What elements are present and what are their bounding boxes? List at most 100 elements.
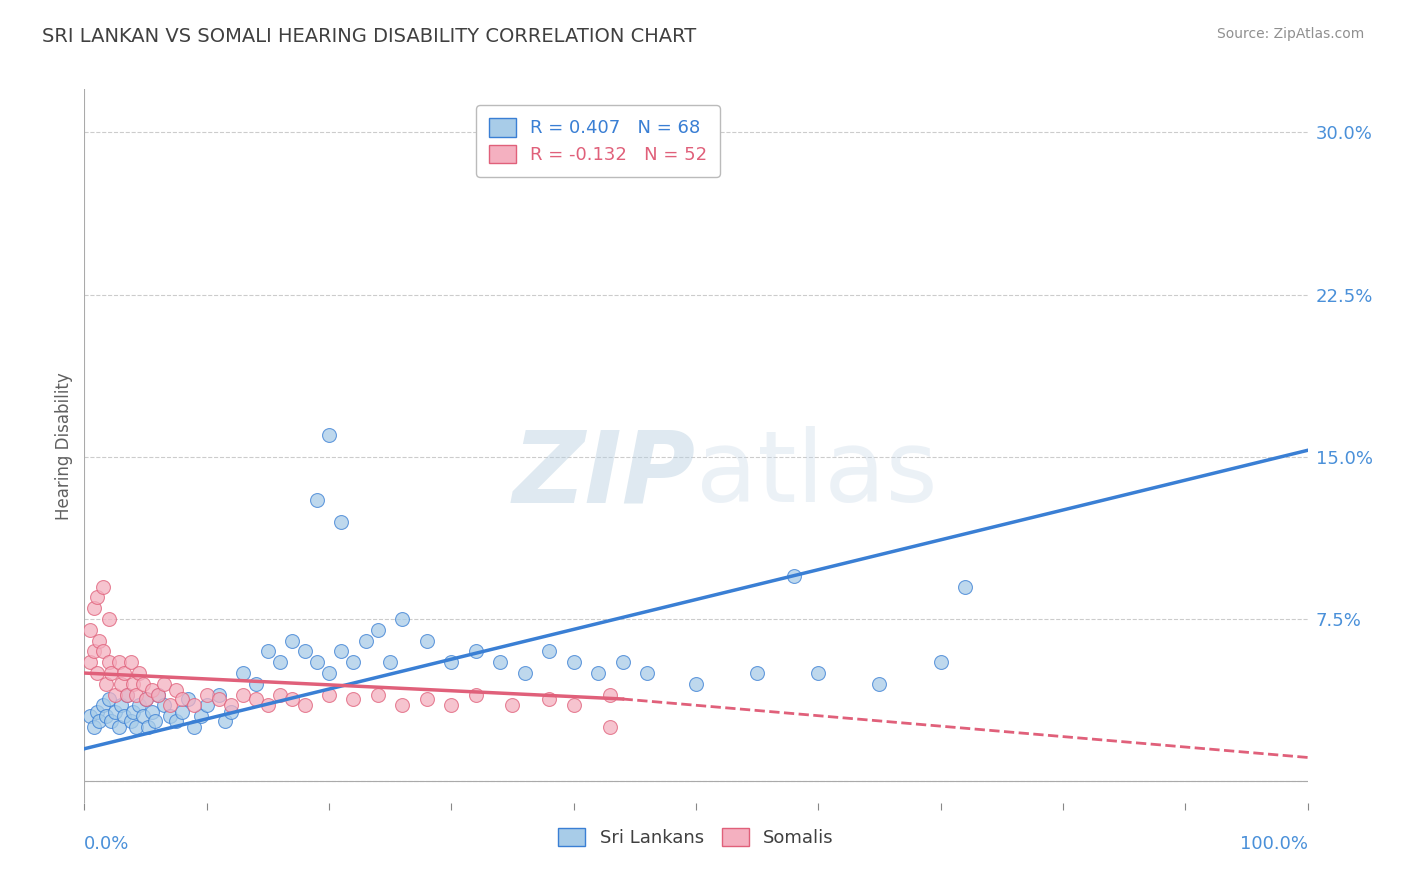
- Point: [96, 709, 118, 723]
- Point: [208, 692, 231, 706]
- Point: [953, 580, 976, 594]
- Point: [318, 666, 340, 681]
- Point: [562, 655, 585, 669]
- Point: [869, 677, 891, 691]
- Point: [195, 688, 218, 702]
- Point: [146, 688, 169, 702]
- Point: [79, 623, 101, 637]
- Point: [112, 666, 135, 681]
- Point: [783, 568, 806, 582]
- Point: [110, 677, 132, 691]
- Text: 100.0%: 100.0%: [1240, 835, 1308, 854]
- Point: [86, 705, 108, 719]
- Point: [128, 666, 150, 681]
- Point: [538, 644, 561, 658]
- Point: [257, 698, 280, 713]
- Point: [104, 705, 127, 719]
- Point: [122, 705, 145, 719]
- Point: [177, 692, 200, 706]
- Point: [146, 688, 169, 702]
- Point: [132, 677, 155, 691]
- Point: [305, 493, 328, 508]
- Point: [245, 677, 267, 691]
- Point: [100, 666, 122, 681]
- Point: [190, 709, 212, 723]
- Point: [599, 720, 621, 734]
- Point: [135, 692, 157, 706]
- Point: [599, 688, 621, 702]
- Point: [807, 666, 830, 681]
- Text: SRI LANKAN VS SOMALI HEARING DISABILITY CORRELATION CHART: SRI LANKAN VS SOMALI HEARING DISABILITY …: [42, 27, 696, 45]
- Point: [342, 655, 364, 669]
- Point: [165, 714, 187, 728]
- Point: [120, 655, 142, 669]
- Point: [87, 633, 110, 648]
- Point: [612, 655, 634, 669]
- Point: [208, 688, 231, 702]
- Point: [281, 633, 304, 648]
- Point: [125, 688, 148, 702]
- Point: [141, 705, 163, 719]
- Point: [125, 720, 148, 734]
- Point: [330, 515, 353, 529]
- Point: [86, 591, 108, 605]
- Point: [112, 709, 135, 723]
- Point: [219, 705, 242, 719]
- Point: [87, 714, 110, 728]
- Point: [159, 698, 181, 713]
- Text: ZIP: ZIP: [513, 426, 696, 523]
- Point: [502, 698, 524, 713]
- Point: [929, 655, 952, 669]
- Point: [367, 688, 389, 702]
- Point: [91, 580, 114, 594]
- Point: [136, 720, 159, 734]
- Point: [586, 666, 609, 681]
- Point: [165, 683, 187, 698]
- Point: [391, 698, 413, 713]
- Point: [416, 633, 439, 648]
- Point: [104, 688, 127, 702]
- Point: [172, 705, 194, 719]
- Point: [183, 698, 205, 713]
- Point: [96, 677, 118, 691]
- Point: [122, 677, 145, 691]
- Point: [342, 692, 364, 706]
- Point: [440, 655, 463, 669]
- Point: [269, 688, 291, 702]
- Point: [214, 714, 236, 728]
- Point: [153, 677, 176, 691]
- Point: [281, 692, 304, 706]
- Point: [97, 655, 120, 669]
- Point: [269, 655, 291, 669]
- Point: [153, 698, 176, 713]
- Point: [107, 720, 129, 734]
- Point: [489, 655, 512, 669]
- Point: [83, 601, 105, 615]
- Point: [367, 623, 389, 637]
- Point: [115, 688, 138, 702]
- Point: [86, 666, 108, 681]
- Point: [143, 714, 166, 728]
- Point: [318, 428, 340, 442]
- Point: [245, 692, 267, 706]
- Text: 0.0%: 0.0%: [84, 835, 129, 854]
- Point: [115, 688, 138, 702]
- Point: [132, 709, 155, 723]
- Point: [464, 644, 486, 658]
- Y-axis label: Hearing Disability: Hearing Disability: [55, 372, 73, 520]
- Point: [120, 714, 142, 728]
- Point: [91, 644, 114, 658]
- Point: [294, 644, 316, 658]
- Point: [91, 698, 114, 713]
- Point: [232, 688, 254, 702]
- Point: [110, 698, 132, 713]
- Point: [172, 692, 194, 706]
- Point: [416, 692, 439, 706]
- Point: [100, 714, 122, 728]
- Point: [195, 698, 218, 713]
- Point: [685, 677, 707, 691]
- Point: [97, 692, 120, 706]
- Point: [128, 698, 150, 713]
- Point: [464, 688, 486, 702]
- Point: [83, 644, 105, 658]
